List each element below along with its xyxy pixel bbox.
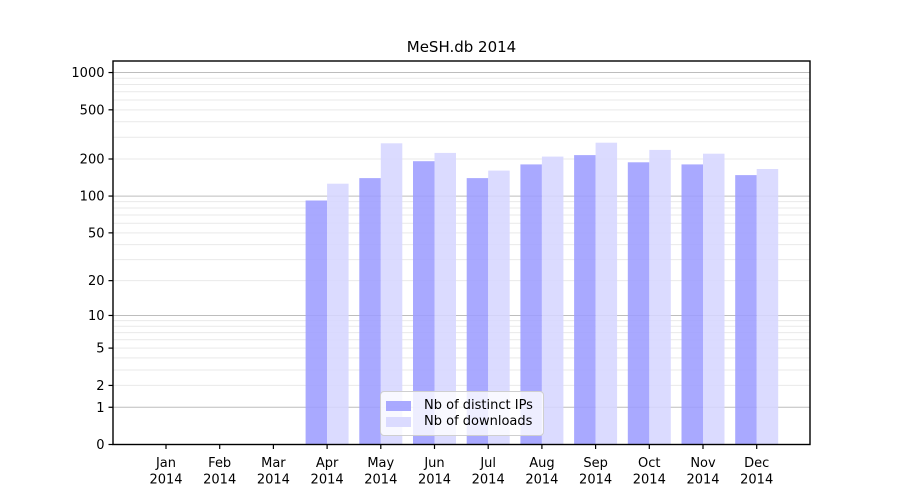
- x-axis-month-label: Jul: [479, 456, 496, 471]
- y-axis-tick-label: 200: [80, 153, 105, 168]
- bar-dec-series0: [735, 175, 757, 445]
- x-axis-year-label: 2014: [633, 473, 666, 488]
- bar-may-series1: [380, 143, 403, 445]
- x-axis-month-label: Nov: [690, 456, 716, 471]
- x-axis-year-label: 2014: [579, 473, 612, 488]
- x-axis-month-label: Aug: [529, 456, 554, 471]
- legend-label: Nb of downloads: [424, 414, 533, 429]
- y-axis-tick-label: 500: [80, 103, 105, 118]
- y-axis-tick-label: 5: [96, 342, 104, 357]
- x-axis-year-label: 2014: [686, 473, 719, 488]
- x-axis-year-label: 2014: [418, 473, 451, 488]
- bar-sep-series1: [595, 142, 618, 445]
- bar-nov-series1: [703, 153, 725, 445]
- x-axis-year-label: 2014: [364, 473, 397, 488]
- y-axis-tick-label: 1: [96, 401, 104, 416]
- bar-oct-series0: [627, 162, 650, 445]
- legend-swatch-icon: [386, 400, 411, 411]
- bar-jul-series0: [466, 178, 489, 445]
- x-axis-month-label: Feb: [208, 456, 231, 471]
- x-axis-month-label: Mar: [261, 456, 286, 471]
- y-axis-tick-label: 100: [80, 190, 105, 205]
- x-axis-year-label: 2014: [311, 473, 344, 488]
- bar-jul-series1: [488, 170, 510, 445]
- plot-frame: [112, 60, 811, 446]
- x-axis-month-label: Sep: [583, 456, 608, 471]
- x-axis-year-label: 2014: [740, 473, 773, 488]
- x-axis-year-label: 2014: [149, 473, 182, 488]
- y-axis-tick-label: 10: [88, 309, 105, 324]
- legend-swatch-icon: [386, 416, 411, 427]
- x-axis-month-label: Apr: [316, 456, 339, 471]
- y-axis-tick-label: 1000: [71, 66, 104, 81]
- y-axis-tick-label: 50: [88, 226, 105, 241]
- x-axis-month-label: Jan: [155, 456, 176, 471]
- x-axis-year-label: 2014: [203, 473, 236, 488]
- bar-oct-series1: [649, 149, 671, 445]
- bar-dec-series1: [756, 169, 779, 445]
- bar-sep-series0: [574, 155, 596, 445]
- x-axis-year-label: 2014: [257, 473, 290, 488]
- legend-label: Nb of distinct IPs: [424, 398, 533, 413]
- bars-layer: [305, 142, 779, 445]
- bar-nov-series0: [681, 164, 703, 445]
- bar-apr-series0: [305, 200, 328, 445]
- bar-apr-series1: [327, 183, 349, 445]
- legend-item: Nb of downloads: [386, 415, 543, 428]
- axes-layer: [108, 60, 811, 449]
- axis-labels-layer: 0 1 2 5 10 20 50 100 200 500 1000 Jan 2014 Feb 2014 Mar…: [71, 66, 773, 488]
- x-axis-month-label: Jun: [423, 456, 444, 471]
- y-axis-tick-label: 0: [96, 438, 104, 453]
- x-axis-month-label: Dec: [744, 456, 769, 471]
- bar-jun-series1: [434, 152, 456, 445]
- bar-aug-series0: [520, 164, 542, 445]
- x-axis-month-label: May: [367, 456, 394, 471]
- bar-may-series0: [359, 178, 381, 445]
- y-axis-tick-label: 20: [88, 274, 105, 289]
- x-axis-month-label: Oct: [638, 456, 660, 471]
- legend: Nb of distinct IPs Nb of downloads: [380, 391, 544, 436]
- y-axis-tick-label: 2: [96, 379, 104, 394]
- chart-title: MeSH.db 2014: [407, 38, 516, 56]
- x-axis-year-label: 2014: [472, 473, 505, 488]
- x-axis-year-label: 2014: [525, 473, 558, 488]
- bar-aug-series1: [541, 156, 564, 445]
- legend-item: Nb of distinct IPs: [386, 399, 543, 412]
- bar-jun-series0: [413, 161, 435, 445]
